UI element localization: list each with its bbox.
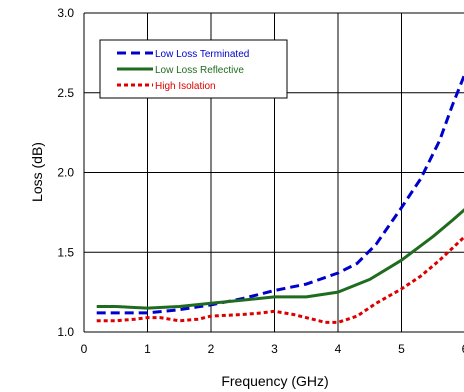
legend-label-low-loss-terminated: Low Loss Terminated: [155, 49, 249, 60]
legend-label-high-isolation: High Isolation: [155, 81, 216, 92]
x-tick-label: 3: [271, 342, 278, 356]
series-lines: [96, 73, 464, 324]
x-tick-label: 2: [208, 342, 215, 356]
legend: Low Loss Terminated Low Loss Reflective Hi…: [99, 39, 288, 99]
x-tick-label: 1: [144, 342, 151, 356]
x-tick-label: 0: [81, 342, 88, 356]
y-tick-label: 2.5: [57, 86, 74, 100]
x-tick-label: 4: [335, 342, 342, 356]
tick-labels: 0 1 2 3 4 5 6 1.0 1.5 2.0 2.5 3.0: [57, 6, 464, 356]
y-axis-label: Loss (dB): [29, 142, 45, 202]
y-tick-label: 3.0: [57, 6, 74, 20]
y-tick-label: 2.0: [57, 166, 74, 180]
series-line-high-isolation: [96, 235, 464, 324]
legend-label-low-loss-reflective: Low Loss Reflective: [155, 65, 244, 76]
y-tick-label: 1.5: [57, 245, 74, 259]
x-tick-label: 6: [462, 342, 464, 356]
x-tick-label: 5: [398, 342, 405, 356]
x-axis-label: Frequency (GHz): [221, 373, 328, 389]
series-line-low-loss-reflective: [96, 208, 464, 310]
y-tick-label: 1.0: [57, 325, 74, 339]
axes: [83, 13, 464, 333]
series-line-low-loss-terminated: [96, 73, 464, 315]
